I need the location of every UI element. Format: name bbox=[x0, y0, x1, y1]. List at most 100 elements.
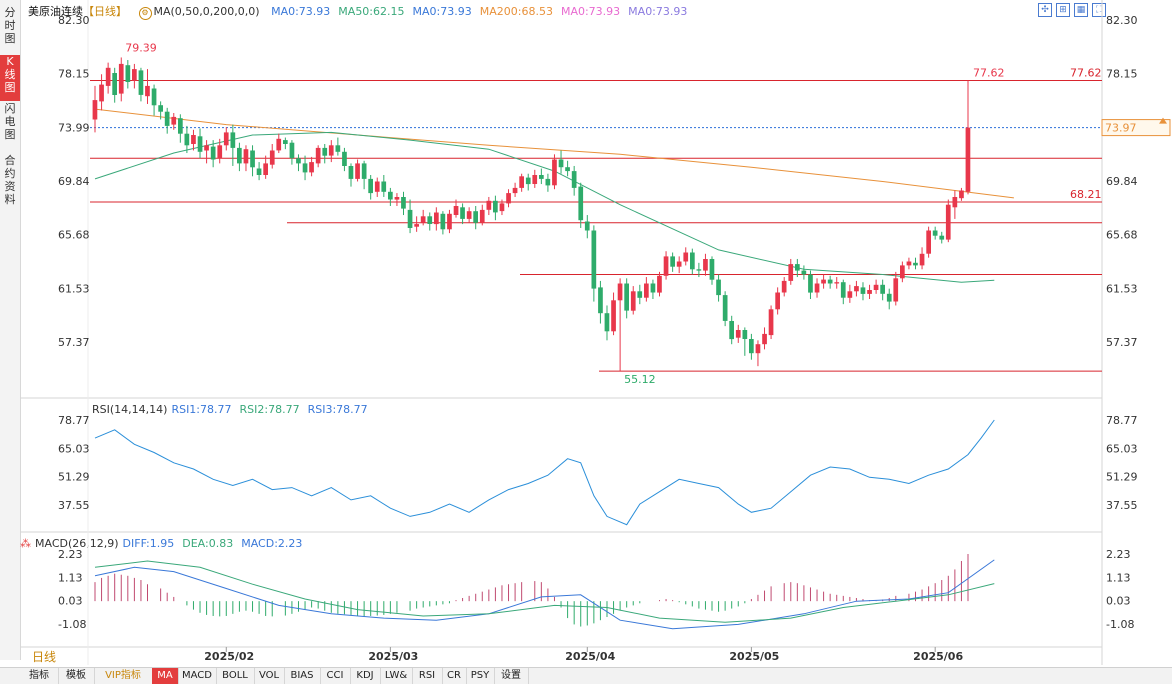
candle-body-109 bbox=[808, 274, 813, 293]
rsi-values: RSI1:78.77 RSI2:78.77 RSI3:78.77 bbox=[171, 403, 375, 416]
toolbar-tab-12[interactable]: CR bbox=[442, 668, 467, 684]
rsi-tick-right-3: 37.55 bbox=[1106, 499, 1138, 512]
candle-body-67 bbox=[532, 175, 538, 184]
price-tick-left-1: 78.15 bbox=[58, 68, 90, 81]
candle-body-128 bbox=[932, 230, 938, 236]
ma-params: MA(0,50,0,200,0,0) bbox=[153, 5, 260, 18]
macd-tick-right-3: -1.08 bbox=[1106, 618, 1134, 631]
candle-body-88 bbox=[670, 256, 675, 267]
date-label-1: 2025/03 bbox=[368, 650, 418, 663]
toolbar-tab-2[interactable]: VIP指标 bbox=[94, 668, 153, 684]
candle-body-42 bbox=[368, 178, 373, 194]
candle-body-33 bbox=[309, 162, 314, 173]
rsi-tick-left-0: 78.77 bbox=[58, 414, 90, 427]
macd-value-2: MACD:2.23 bbox=[241, 537, 303, 550]
candle-body-46 bbox=[394, 197, 400, 200]
candle-body-10 bbox=[158, 105, 163, 112]
chart-type-icon[interactable]: ▦ bbox=[1074, 3, 1088, 17]
candle-body-122 bbox=[893, 278, 899, 302]
view-tab-2[interactable]: 闪电图 bbox=[4, 102, 16, 141]
rsi-tick-left-1: 65.03 bbox=[58, 442, 90, 455]
date-label-2: 2025/04 bbox=[565, 650, 615, 663]
ma-value-1: MA50:62.15 bbox=[338, 5, 405, 18]
toolbar-tab-10[interactable]: LW& bbox=[380, 668, 413, 684]
candle-body-89 bbox=[676, 261, 682, 267]
candle-body-97 bbox=[729, 321, 734, 340]
candle-body-103 bbox=[768, 309, 774, 336]
price-tick-left-6: 57.37 bbox=[58, 336, 90, 349]
price-tick-left-2: 73.99 bbox=[58, 121, 90, 134]
ma200-line bbox=[94, 108, 1014, 199]
expand-icon[interactable]: ✣ bbox=[1038, 3, 1052, 17]
candle-body-62 bbox=[499, 203, 505, 212]
candle-body-15 bbox=[191, 135, 196, 144]
candle-body-111 bbox=[821, 279, 826, 284]
toolbar-tab-14[interactable]: 设置 bbox=[494, 668, 529, 684]
chart-area[interactable]: 82.3082.3078.1578.1573.9973.9969.8469.84… bbox=[0, 0, 1172, 665]
period-button[interactable]: 日线 bbox=[20, 649, 68, 666]
toolbar-tab-13[interactable]: PSY bbox=[466, 668, 495, 684]
candle-body-105 bbox=[781, 280, 787, 293]
view-tab-3[interactable]: 合约资料 bbox=[4, 154, 16, 206]
macd-tick-left-3: -1.08 bbox=[58, 618, 86, 631]
toolbar-tab-4[interactable]: MACD bbox=[178, 668, 217, 684]
candle-body-86 bbox=[657, 275, 662, 293]
candle-body-81 bbox=[624, 283, 629, 311]
candle-body-22 bbox=[237, 147, 242, 164]
toolbar-tab-3[interactable]: MA bbox=[152, 668, 179, 684]
level-label: 68.21 bbox=[1070, 188, 1102, 201]
candle-body-114 bbox=[840, 282, 846, 298]
candle-body-94 bbox=[709, 259, 715, 280]
toolbar-tab-11[interactable]: RSI bbox=[412, 668, 443, 684]
macd-legend: ⁂ MACD(26,12,9) DIFF:1.95 DEA:0.83 MACD:2.23 bbox=[20, 537, 318, 550]
candle-body-106 bbox=[788, 264, 794, 281]
candle-body-0 bbox=[92, 100, 98, 120]
candle-body-28 bbox=[276, 138, 282, 151]
zoom-icon[interactable]: ⊞ bbox=[1056, 3, 1070, 17]
candle-body-49 bbox=[414, 224, 419, 227]
rsi-line bbox=[94, 419, 995, 526]
rsi-tick-right-2: 51.29 bbox=[1106, 471, 1138, 484]
candle-body-101 bbox=[755, 344, 761, 354]
candle-body-73 bbox=[571, 171, 577, 188]
candle-body-78 bbox=[604, 313, 610, 332]
candle-body-133 bbox=[965, 127, 971, 192]
macd-diff-line bbox=[94, 559, 995, 630]
candle-body-61 bbox=[493, 200, 498, 213]
toolbar-tab-5[interactable]: BOLL bbox=[216, 668, 255, 684]
toolbar-tab-6[interactable]: VOL bbox=[254, 668, 285, 684]
candle-body-91 bbox=[690, 252, 695, 270]
toolbar-tab-8[interactable]: CCI bbox=[320, 668, 351, 684]
rsi-value-0: RSI1:78.77 bbox=[171, 403, 232, 416]
rsi-params: RSI(14,14,14) bbox=[92, 403, 168, 416]
candle-body-72 bbox=[565, 167, 570, 172]
date-label-0: 2025/02 bbox=[204, 650, 254, 663]
candle-body-130 bbox=[945, 204, 951, 240]
view-tab-0[interactable]: 分时图 bbox=[4, 6, 16, 45]
candle-body-76 bbox=[591, 230, 597, 289]
fullscreen-icon[interactable]: ⛶ bbox=[1092, 3, 1106, 17]
candle-body-57 bbox=[466, 211, 472, 219]
price-tick-right-4: 65.68 bbox=[1106, 229, 1138, 242]
settings-icon[interactable]: ⚙ bbox=[138, 7, 152, 20]
ma-values: MA0:73.93 MA50:62.15 MA0:73.93 MA200:68.53 M… bbox=[271, 5, 695, 18]
macd-toggle-icon[interactable]: ⁂ bbox=[20, 537, 31, 550]
candle-body-59 bbox=[479, 209, 485, 223]
candle-body-60 bbox=[486, 200, 492, 210]
candle-body-79 bbox=[611, 300, 616, 332]
candle-body-75 bbox=[584, 221, 590, 231]
toolbar-tab-7[interactable]: BIAS bbox=[284, 668, 321, 684]
toolbar-tab-0[interactable]: 指标 bbox=[20, 668, 59, 684]
candle-body-40 bbox=[355, 163, 360, 179]
candle-body-99 bbox=[742, 330, 748, 339]
toolbar-tab-9[interactable]: KDJ bbox=[350, 668, 381, 684]
candle-body-113 bbox=[834, 282, 840, 284]
candle-body-125 bbox=[913, 262, 918, 266]
toolbar-tab-1[interactable]: 模板 bbox=[58, 668, 95, 684]
instrument-name: 美原油连续 bbox=[28, 5, 83, 18]
candle-body-43 bbox=[374, 181, 380, 192]
candle-body-45 bbox=[388, 191, 393, 200]
candle-body-84 bbox=[644, 283, 649, 298]
candle-body-118 bbox=[867, 290, 872, 294]
